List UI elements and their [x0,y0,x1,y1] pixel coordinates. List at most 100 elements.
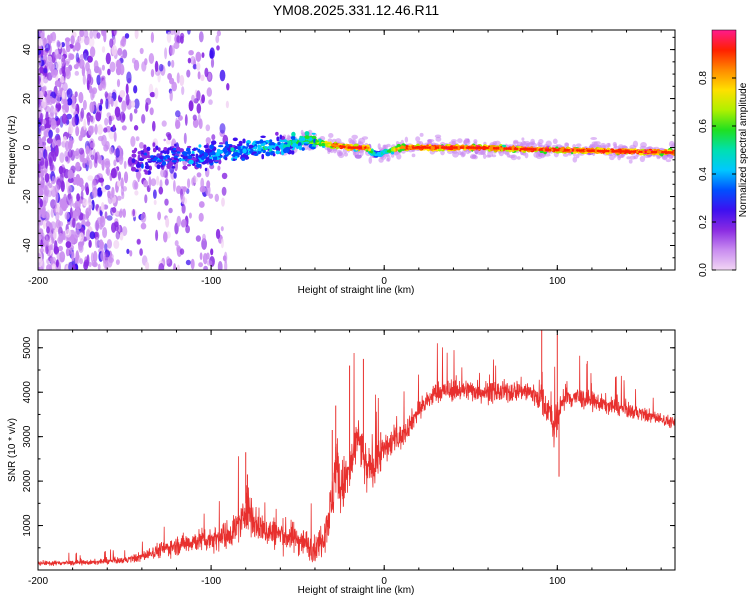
spectrogram-haze-cell [487,150,494,158]
spectrogram-noise-cell [133,125,139,131]
spectrogram-ridge-cell [203,145,209,148]
spectrogram-noise-cell [54,184,59,194]
spectrogram-noise-cell [56,103,61,113]
spectrogram-ridge-cell [137,151,142,155]
spectrogram-noise-cell [42,97,47,109]
spectrogram-noise-cell [109,146,114,155]
spectrogram-noise-cell [198,31,204,43]
spectrogram-ridge-cell [209,156,213,159]
spectrogram-noise-cell [71,251,75,262]
spectrogram-haze-cell [482,153,487,160]
spectrogram-core-cell [468,146,471,149]
spectrogram-noise-cell [98,222,103,230]
spectrogram-haze-cell [338,150,343,156]
snr-xtick-label: -200 [28,576,48,587]
spectrogram-core-cell [443,146,446,149]
spectrogram-core-cell [409,146,413,149]
spectrogram-core-cell [459,146,463,149]
spectrogram-core-cell [603,149,606,153]
spectrogram-noise-cell [68,53,75,60]
spectrogram-ridge-cell [246,142,250,147]
spectrogram-noise-cell [75,52,80,63]
spectrogram-noise-cell [180,194,185,204]
spectrogram-core-cell [490,146,494,150]
spectrogram-noise-cell [150,178,157,187]
spectrogram-noise-cell [145,102,149,112]
spectrogram-noise-cell [85,62,90,72]
spectrogram-noise-cell [71,102,77,110]
spectrogram-noise-cell [139,47,144,55]
spectrogram-ridge-cell [301,147,305,151]
spectrogram-noise-cell [159,179,163,189]
spectrogram-ridge-cell [292,143,298,148]
spectrogram-haze-cell [300,129,304,135]
spectrogram-core-cell [343,145,347,149]
spectrogram-noise-cell [164,198,169,206]
spectrogram-noise-cell [167,60,171,67]
spectrogram-core-cell [509,147,513,150]
spectrogram-noise-cell [183,132,187,145]
spectrogram-noise-cell [65,45,71,53]
spectrogram-noise-cell [215,228,221,240]
spectrogram-core-cell [370,150,374,153]
spectrogram-noise-cell [55,127,60,134]
spectrogram-noise-cell [122,208,126,218]
spectrogram-noise-cell [104,259,109,270]
spectrogram-noise-cell [198,201,205,208]
spectrogram-ridge-cell [212,156,218,161]
spectrogram-noise-cell [55,219,61,229]
spectrogram-haze-cell [460,152,465,158]
spectrogram-noise-cell [108,115,112,126]
spectrogram-core-cell [501,147,504,150]
spectrogram-noise-cell [153,189,157,199]
colorbar: 0.0 0.2 0.4 0.6 0.8 Normalized spectral ampl… [698,29,749,277]
spectrogram-noise-cell [192,118,199,128]
spectrogram-core-cell [588,149,592,152]
spectrogram-noise-cell [96,189,103,198]
spectrogram-noise-cell [96,74,101,86]
spectrogram-core-cell [353,146,357,149]
spectrogram-noise-cell [64,156,69,162]
spectrogram-noise-cell [51,175,55,183]
snr-background [38,330,675,570]
spectrogram-core-cell [386,150,390,153]
spectrogram-noise-cell [91,178,97,191]
spectrogram-noise-cell [111,186,115,198]
spectrogram-core-cell [359,146,363,149]
spectrogram-noise-cell [134,98,140,109]
spectrogram-ridge-cell [224,157,228,161]
spectrogram-ridge-cell [152,142,156,147]
spectrogram-ridge-cell [172,147,176,151]
spectrogram-noise-cell [93,60,99,71]
spectrogram-noise-cell [201,238,208,250]
spectrogram-core-cell [382,151,386,154]
spectrogram-noise-cell [89,101,95,114]
spectrogram-noise-cell [67,177,74,184]
spectrogram-noise-cell [72,217,76,229]
spectrogram-noise-cell [134,181,139,190]
spectrogram-core-cell [430,146,434,149]
spectrogram-ridge-cell [244,155,250,160]
spectrogram-noise-cell [121,125,127,131]
spectrogram-noise-cell [185,225,191,234]
spectrogram-noise-cell [97,124,103,135]
spectrogram-noise-cell [70,35,75,45]
spectrogram-ridge-cell [163,147,168,151]
spectrogram-haze-cell [351,134,359,140]
spectrogram-core-cell [349,146,353,149]
spectrogram-noise-cell [81,65,86,77]
spectrogram-noise-cell [45,146,52,152]
spectrogram-noise-cell [46,226,50,234]
spectrogram-ridge-cell [232,152,236,158]
spectrogram-core-cell [582,149,585,152]
spectrogram-core-cell [559,148,563,152]
spectrogram-core-cell [351,146,355,149]
spectrogram-noise-cell [71,234,75,245]
spectrogram-noise-cell [89,142,96,149]
spectrogram-noise-cell [87,116,91,126]
spectrogram-core-cell [671,151,675,154]
spectrogram-core-cell [441,146,444,149]
spectrogram-noise-cell [171,81,177,92]
spectrogram-noise-cell [58,245,63,252]
spectrogram-noise-cell [62,136,67,143]
